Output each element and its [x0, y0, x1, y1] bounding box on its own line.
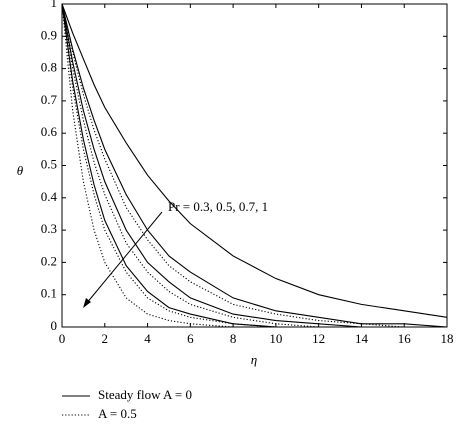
- y-tick-label: 0.4: [41, 189, 58, 204]
- x-axis-label: η: [251, 352, 257, 367]
- line-series: [61, 3, 447, 328]
- y-tick-label: 0.6: [41, 124, 58, 139]
- line-series: [61, 3, 448, 328]
- x-tick-label: 2: [102, 331, 109, 346]
- y-tick-label: 1: [51, 0, 58, 10]
- x-tick-label: 6: [187, 331, 194, 346]
- x-tick-label: 16: [398, 331, 412, 346]
- legend-label: Steady flow A = 0: [98, 387, 192, 402]
- y-tick-label: 0.1: [41, 286, 57, 301]
- y-tick-label: 0.9: [41, 27, 57, 42]
- line-series: [61, 3, 447, 328]
- line-series: [61, 3, 447, 328]
- y-tick-label: 0.2: [41, 253, 57, 268]
- line-series: [61, 3, 448, 318]
- annotation-arrow: [85, 211, 163, 305]
- x-tick-label: 4: [144, 331, 151, 346]
- plot-frame: [61, 3, 448, 328]
- x-tick-label: 0: [59, 331, 66, 346]
- annotation: Pr = 0.3, 0.5, 0.7, 1: [168, 199, 268, 214]
- x-tick-label: 10: [269, 331, 282, 346]
- x-tick-label: 14: [355, 331, 369, 346]
- legend-label: A = 0.5: [98, 406, 137, 421]
- y-tick-label: 0.8: [41, 60, 57, 75]
- arrow-head: [83, 298, 91, 308]
- y-tick-label: 0.3: [41, 221, 57, 236]
- x-tick-label: 8: [230, 331, 237, 346]
- line-series: [61, 3, 447, 328]
- y-axis-label: θ: [17, 163, 24, 178]
- y-tick-label: 0: [51, 318, 58, 333]
- y-tick-label: 0.7: [41, 92, 58, 107]
- line-series: [61, 3, 447, 328]
- x-tick-label: 12: [312, 331, 325, 346]
- x-tick-label: 18: [441, 331, 454, 346]
- line-series: [61, 3, 447, 328]
- y-tick-label: 0.5: [41, 156, 57, 171]
